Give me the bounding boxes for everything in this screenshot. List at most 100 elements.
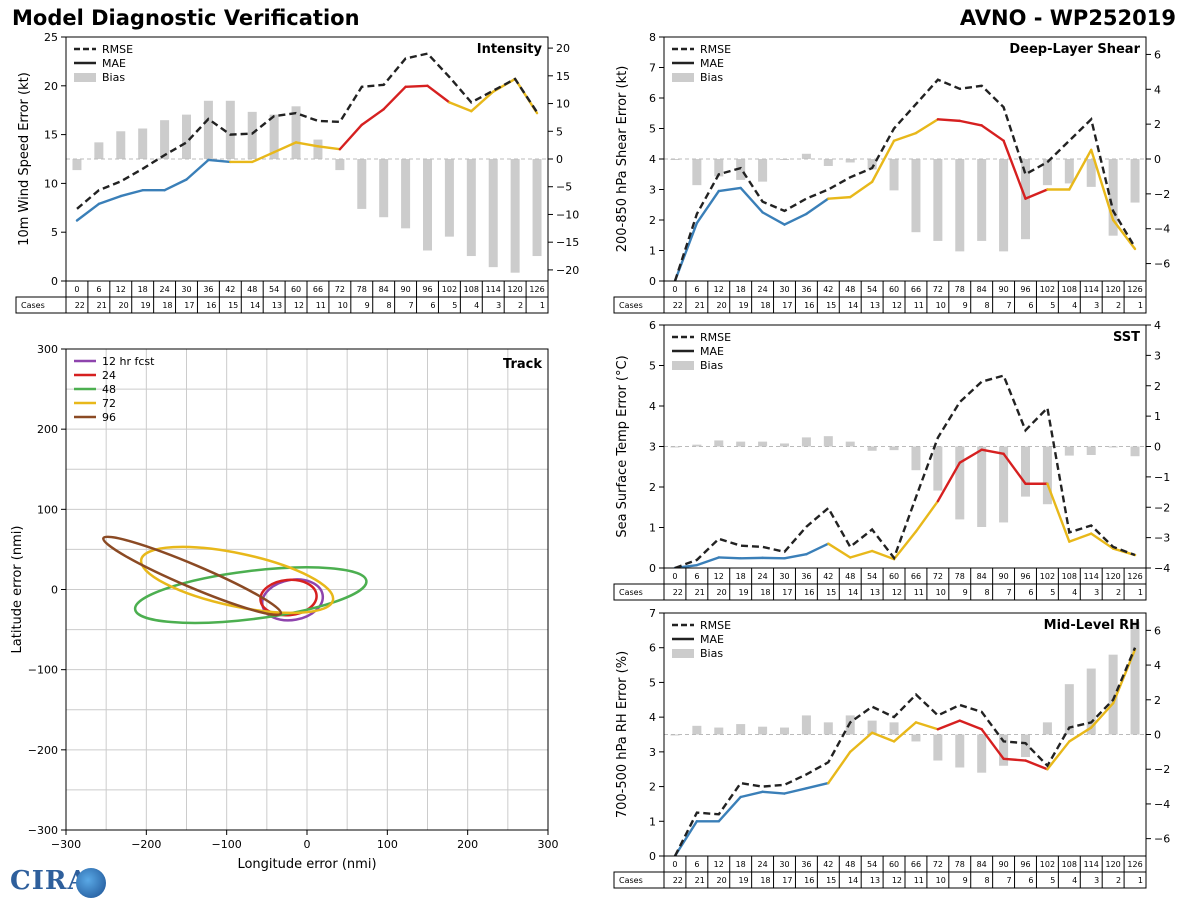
y2-tick-label: 2 (1154, 380, 1161, 393)
bias-bar (1021, 446, 1030, 497)
bias-bar (933, 159, 943, 241)
forecast-hour-label: 90 (400, 285, 410, 294)
case-count-label: 18 (162, 301, 172, 310)
bias-bar (1042, 446, 1052, 505)
case-count-label: 13 (870, 301, 880, 310)
legend-bias-swatch (74, 73, 96, 82)
mae-segment (892, 131, 918, 142)
y2-tick-label: −6 (1154, 258, 1170, 271)
y2-tick-label: 4 (1154, 659, 1161, 672)
y-tick-label: 0 (649, 850, 656, 863)
y-tick-label: 1 (649, 522, 656, 535)
bias-bar (692, 725, 702, 735)
y2-tick-label: 0 (1154, 153, 1161, 166)
case-count-label: 13 (870, 588, 880, 597)
x-tick-label: 0 (304, 838, 311, 851)
y-tick-label: 200 (37, 423, 58, 436)
forecast-hour-label: 90 (998, 285, 1008, 294)
mae-segment (360, 108, 385, 127)
y-tick-label: 3 (649, 746, 656, 759)
mae-segment (75, 202, 101, 222)
mae-segment (338, 123, 363, 151)
y2-tick-label: −2 (1154, 188, 1170, 201)
case-count-label: 8 (985, 588, 990, 597)
bias-bar (736, 441, 746, 447)
forecast-hour-label: 120 (507, 285, 522, 294)
bias-bar (911, 159, 921, 233)
bias-bar (823, 159, 833, 166)
forecast-hour-label: 114 (1084, 572, 1099, 581)
case-count-label: 21 (695, 876, 705, 885)
case-count-label: 4 (1072, 301, 1077, 310)
forecast-hour-label: 54 (867, 572, 877, 581)
case-count-label: 7 (1006, 876, 1011, 885)
case-count-label: 11 (914, 301, 924, 310)
case-count-label: 17 (782, 301, 792, 310)
case-count-label: 2 (518, 301, 523, 310)
cases-label: Cases (619, 588, 643, 597)
y2-tick-label: −15 (556, 236, 579, 249)
forecast-hour-label: 24 (159, 285, 169, 294)
mae-segment (849, 731, 874, 754)
y-axis-label: 10m Wind Speed Error (kt) (17, 72, 32, 246)
forecast-hour-label: 120 (1105, 285, 1120, 294)
panel-title: Track (503, 357, 542, 372)
y-tick-label: 4 (649, 400, 656, 413)
forecast-hour-label: 12 (714, 285, 724, 294)
y-tick-label: −300 (28, 824, 58, 837)
forecast-hour-label: 72 (933, 860, 943, 869)
y2-tick-label: 10 (556, 98, 570, 111)
y-tick-label: 0 (649, 275, 656, 288)
bias-bar (714, 727, 724, 735)
forecast-hour-label: 30 (181, 285, 191, 294)
legend-rmse-label: RMSE (700, 43, 731, 56)
x-tick-label: −100 (212, 838, 242, 851)
mae-segment (695, 189, 720, 225)
y-tick-label: 0 (51, 275, 58, 288)
y2-tick-label: −10 (556, 208, 579, 221)
bias-bar (867, 446, 877, 451)
y-tick-label: 3 (649, 184, 656, 197)
bias-bar (955, 734, 965, 768)
case-count-label: 5 (1050, 876, 1055, 885)
panel-title: Deep-Layer Shear (1009, 42, 1140, 57)
mae-segment (1111, 218, 1137, 251)
y2-tick-label: −1 (1154, 471, 1170, 484)
bias-bar (801, 153, 811, 159)
bias-bar (801, 715, 811, 735)
globe-icon (76, 868, 106, 898)
cases-label: Cases (619, 301, 643, 310)
y-tick-label: 2 (649, 214, 656, 227)
y2-tick-label: −5 (556, 181, 572, 194)
forecast-hour-label: 42 (225, 285, 235, 294)
case-count-label: 9 (963, 876, 968, 885)
y-tick-label: 6 (649, 642, 656, 655)
y-tick-label: 7 (649, 607, 656, 620)
mae-segment (980, 728, 1005, 760)
mae-segment (739, 186, 764, 214)
case-count-label: 22 (673, 588, 683, 597)
case-count-label: 3 (1094, 301, 1099, 310)
forecast-hour-label: 126 (1127, 285, 1142, 294)
case-count-label: 6 (1028, 588, 1033, 597)
bias-bar (1130, 446, 1140, 457)
forecast-hour-label: 84 (977, 572, 987, 581)
forecast-hour-label: 18 (736, 572, 746, 581)
y-axis-label: 200-850 hPa Shear Error (kt) (615, 66, 630, 253)
y-tick-label: 6 (649, 92, 656, 105)
x-tick-label: −300 (51, 838, 81, 851)
legend-bias-label: Bias (700, 647, 723, 660)
forecast-hour-label: 96 (1020, 285, 1030, 294)
bias-bar (203, 100, 213, 159)
case-count-label: 20 (119, 301, 129, 310)
cases-label: Cases (21, 301, 45, 310)
y2-tick-label: −2 (1154, 763, 1170, 776)
forecast-hour-label: 78 (357, 285, 367, 294)
case-count-label: 19 (738, 301, 748, 310)
forecast-hour-label: 48 (845, 285, 855, 294)
case-count-label: 8 (985, 876, 990, 885)
case-count-label: 8 (985, 301, 990, 310)
track-error-ellipse (139, 545, 335, 615)
case-count-label: 16 (804, 301, 814, 310)
forecast-hour-label: 126 (1127, 860, 1142, 869)
